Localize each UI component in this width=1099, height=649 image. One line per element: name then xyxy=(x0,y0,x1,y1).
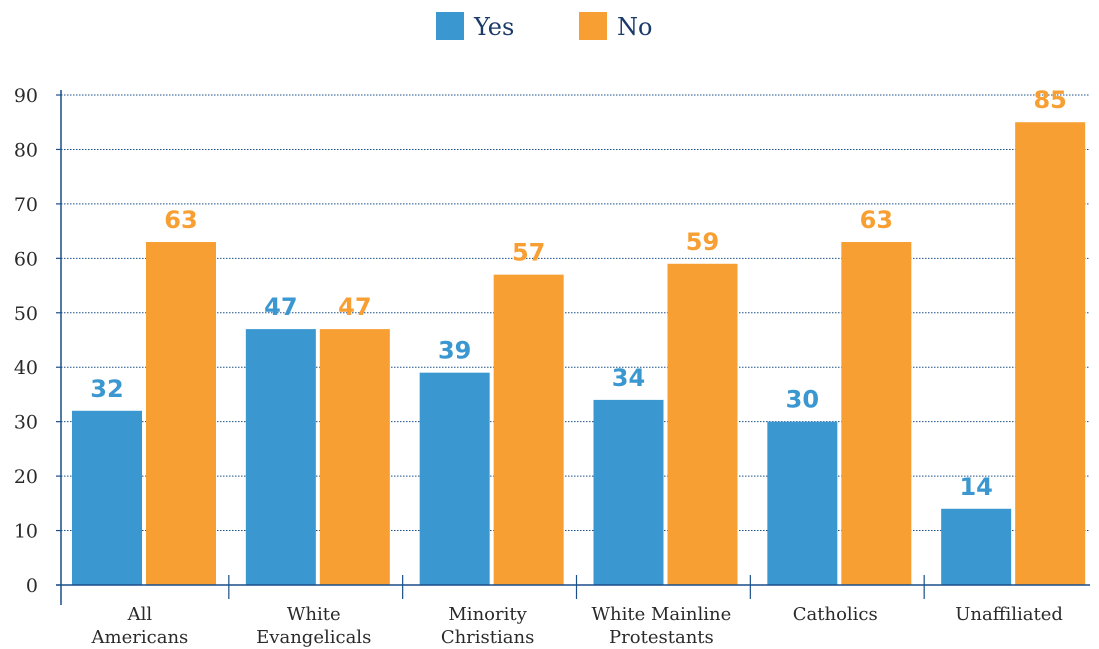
category-label-all-americans-line-2: Americans xyxy=(91,627,189,648)
bar-no-white-mainline-protestants xyxy=(667,263,738,585)
y-tick-label-20: 20 xyxy=(14,466,38,488)
category-label-white-mainline-protestants-line-1: White Mainline xyxy=(592,604,732,625)
y-tick-label-80: 80 xyxy=(14,139,38,161)
data-labels: 32 63 47 47 39 57 34 59 30 63 14 85 xyxy=(90,86,1067,501)
data-label-no-white-mainline-protestants: 59 xyxy=(686,228,719,256)
bar-no-catholics xyxy=(841,242,912,585)
gridlines xyxy=(61,94,1090,532)
y-tick-label-10: 10 xyxy=(14,521,38,543)
category-label-white-mainline-protestants-line-2: Protestants xyxy=(609,627,714,648)
bar-no-white-evangelicals xyxy=(319,329,390,585)
category-label-minority-christians-line-2: Christians xyxy=(441,627,535,648)
y-tick-label-70: 70 xyxy=(14,194,38,216)
data-label-yes-all-americans: 32 xyxy=(90,375,123,403)
y-tick-label-60: 60 xyxy=(14,248,38,270)
category-label-minority-christians-line-1: Minority xyxy=(448,604,527,625)
data-label-no-catholics: 63 xyxy=(860,206,893,234)
bar-yes-white-evangelicals xyxy=(245,329,316,585)
legend-label-no: No xyxy=(617,13,652,41)
y-tick-label-50: 50 xyxy=(14,303,38,325)
bar-yes-minority-christians xyxy=(419,372,490,585)
axes xyxy=(56,90,1090,605)
bar-no-unaffiliated xyxy=(1015,122,1086,585)
y-tick-label-40: 40 xyxy=(14,357,38,379)
category-label-catholics-line-1: Catholics xyxy=(793,604,878,625)
data-label-no-all-americans: 63 xyxy=(164,206,197,234)
bar-yes-unaffiliated xyxy=(941,508,1012,585)
legend-label-yes: Yes xyxy=(473,13,514,41)
legend-swatch-yes xyxy=(436,12,464,40)
y-tick-label-30: 30 xyxy=(14,412,38,434)
data-label-no-unaffiliated: 85 xyxy=(1033,86,1066,114)
y-tick-label-0: 0 xyxy=(26,575,38,597)
bars xyxy=(72,122,1086,585)
legend: Yes No xyxy=(436,12,652,41)
category-label-all-americans-line-1: All xyxy=(127,604,153,625)
category-label-unaffiliated-line-1: Unaffiliated xyxy=(955,604,1063,625)
y-tick-labels: 0 10 20 30 40 50 60 70 80 90 xyxy=(14,85,61,597)
category-label-white-evangelicals-line-2: Evangelicals xyxy=(256,627,371,648)
bar-no-minority-christians xyxy=(493,274,564,585)
bar-yes-catholics xyxy=(767,421,838,585)
data-label-yes-catholics: 30 xyxy=(786,386,819,414)
data-label-yes-white-evangelicals: 47 xyxy=(264,293,297,321)
legend-swatch-no xyxy=(579,12,607,40)
data-label-yes-minority-christians: 39 xyxy=(438,337,471,365)
bar-yes-white-mainline-protestants xyxy=(593,399,664,585)
bar-no-all-americans xyxy=(146,242,216,585)
data-label-no-white-evangelicals: 47 xyxy=(338,293,371,321)
data-label-yes-unaffiliated: 14 xyxy=(959,473,992,501)
data-label-no-minority-christians: 57 xyxy=(512,239,545,267)
category-label-white-evangelicals-line-1: White xyxy=(287,604,341,625)
data-label-yes-white-mainline-protestants: 34 xyxy=(612,364,645,392)
y-tick-label-90: 90 xyxy=(14,85,38,107)
bar-yes-all-americans xyxy=(72,410,142,585)
